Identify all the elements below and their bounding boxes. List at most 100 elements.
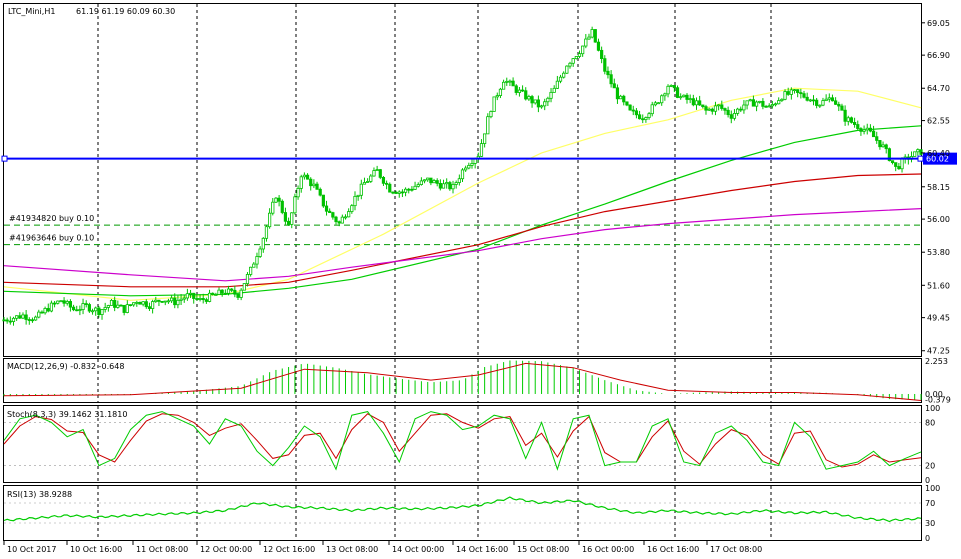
candle-body: [302, 174, 306, 178]
time-tick-label: 14 Oct 00:00: [392, 545, 444, 554]
price-tick-label: 62.55: [927, 117, 950, 126]
macd-label: MACD(12,26,9) -0.832 -0.648: [7, 362, 124, 371]
macd-panel-frame: [3, 358, 922, 403]
candle-body: [441, 183, 446, 189]
candle-body: [720, 104, 724, 109]
price-tick-label: 51.60: [927, 281, 950, 290]
candle-body: [166, 300, 171, 303]
candle-body: [359, 183, 363, 196]
candle-body: [679, 96, 683, 99]
candle-body: [334, 216, 338, 223]
candle-body: [49, 302, 54, 312]
time-tick-label: 17 Oct 08:00: [710, 545, 762, 554]
candle-body: [252, 263, 256, 268]
candle-body: [837, 103, 841, 107]
price-tick-label: 53.80: [927, 248, 950, 257]
time-tick-label: 16 Oct 00:00: [582, 545, 634, 554]
price-tick-label: 64.70: [927, 84, 950, 93]
candle-body: [723, 108, 727, 111]
moving-average-line: [3, 208, 922, 282]
candle-body: [220, 289, 224, 294]
candle-body: [388, 183, 392, 193]
time-tick-label: 14 Oct 16:00: [456, 545, 508, 554]
candle-body: [8, 320, 12, 323]
candle-body: [94, 307, 98, 312]
candle-body: [343, 216, 348, 219]
candle-body: [688, 98, 692, 101]
candle-body: [637, 114, 642, 120]
candle-body: [581, 45, 585, 55]
candle-body: [324, 205, 329, 212]
candle-body: [312, 183, 316, 187]
candle-body: [21, 314, 25, 319]
candle-body: [628, 104, 632, 111]
candle-body: [773, 103, 778, 106]
candle-body: [277, 197, 281, 202]
candle-body: [486, 116, 490, 135]
candle-body: [631, 109, 635, 112]
candle-body: [736, 108, 740, 114]
price-tick-label: 60.40: [927, 149, 950, 158]
candle-body: [151, 301, 155, 309]
rsi-tick-label: 30: [925, 519, 935, 528]
candle-body: [555, 80, 559, 89]
line-handle-left: [1, 155, 8, 162]
candle-body: [407, 188, 411, 191]
candle-body: [634, 110, 639, 116]
rsi-line: [3, 496, 922, 523]
time-tick-label: 12 Oct 00:00: [200, 545, 252, 554]
candle-body: [211, 292, 215, 295]
candle-body: [767, 105, 771, 108]
candle-body: [394, 192, 398, 194]
macd-tick-label: 2.253: [925, 357, 948, 366]
candle-body: [90, 310, 95, 313]
candle-body: [878, 140, 882, 148]
candle-body: [217, 289, 221, 295]
candle-body: [489, 111, 493, 118]
candle-body: [258, 248, 262, 257]
candle-body: [897, 166, 901, 170]
price-tick-label: 69.05: [927, 19, 950, 28]
candle-body: [745, 100, 749, 106]
candle-body: [596, 41, 601, 51]
candle-body: [827, 97, 831, 100]
candle-body: [615, 87, 620, 100]
candle-body: [571, 58, 575, 64]
candle-body: [675, 87, 680, 98]
rsi-tick-label: 70: [925, 499, 935, 508]
horizontal-price-line[interactable]: 60.02: [1, 152, 957, 165]
candle-body: [799, 92, 803, 95]
candle-body: [881, 144, 885, 148]
candle-body: [460, 169, 465, 180]
candle-body: [37, 311, 41, 318]
candle-body: [192, 292, 196, 299]
candle-body: [426, 177, 430, 181]
candle-body: [761, 100, 765, 107]
candle-body: [514, 85, 518, 93]
candle-body: [505, 80, 509, 83]
candle-body: [375, 169, 379, 172]
candle-body: [249, 266, 253, 275]
candle-body: [729, 114, 733, 119]
stoch-panel-frame: [3, 405, 922, 483]
candle-body: [603, 58, 607, 72]
candle-body: [318, 188, 322, 196]
time-axis: 10 Oct 2017 10 Oct 16:00 11 Oct 08:00 12 Oc…: [3, 541, 762, 554]
candle-body: [568, 62, 572, 67]
candle-body: [81, 303, 85, 310]
candle-body: [328, 210, 332, 214]
candle-body: [751, 99, 756, 107]
candle-body: [742, 104, 746, 111]
candle-body: [900, 158, 904, 170]
candle-body: [647, 113, 651, 118]
line-handle-right: [917, 155, 924, 162]
candle-body: [913, 151, 917, 157]
candle-body: [609, 74, 613, 85]
candle-body: [517, 89, 522, 93]
candle-body: [641, 118, 645, 121]
rsi-indicator: 100 70 30 0: [3, 484, 940, 543]
candle-body: [565, 65, 569, 74]
candle-body: [625, 101, 629, 106]
candle-body: [264, 226, 269, 239]
